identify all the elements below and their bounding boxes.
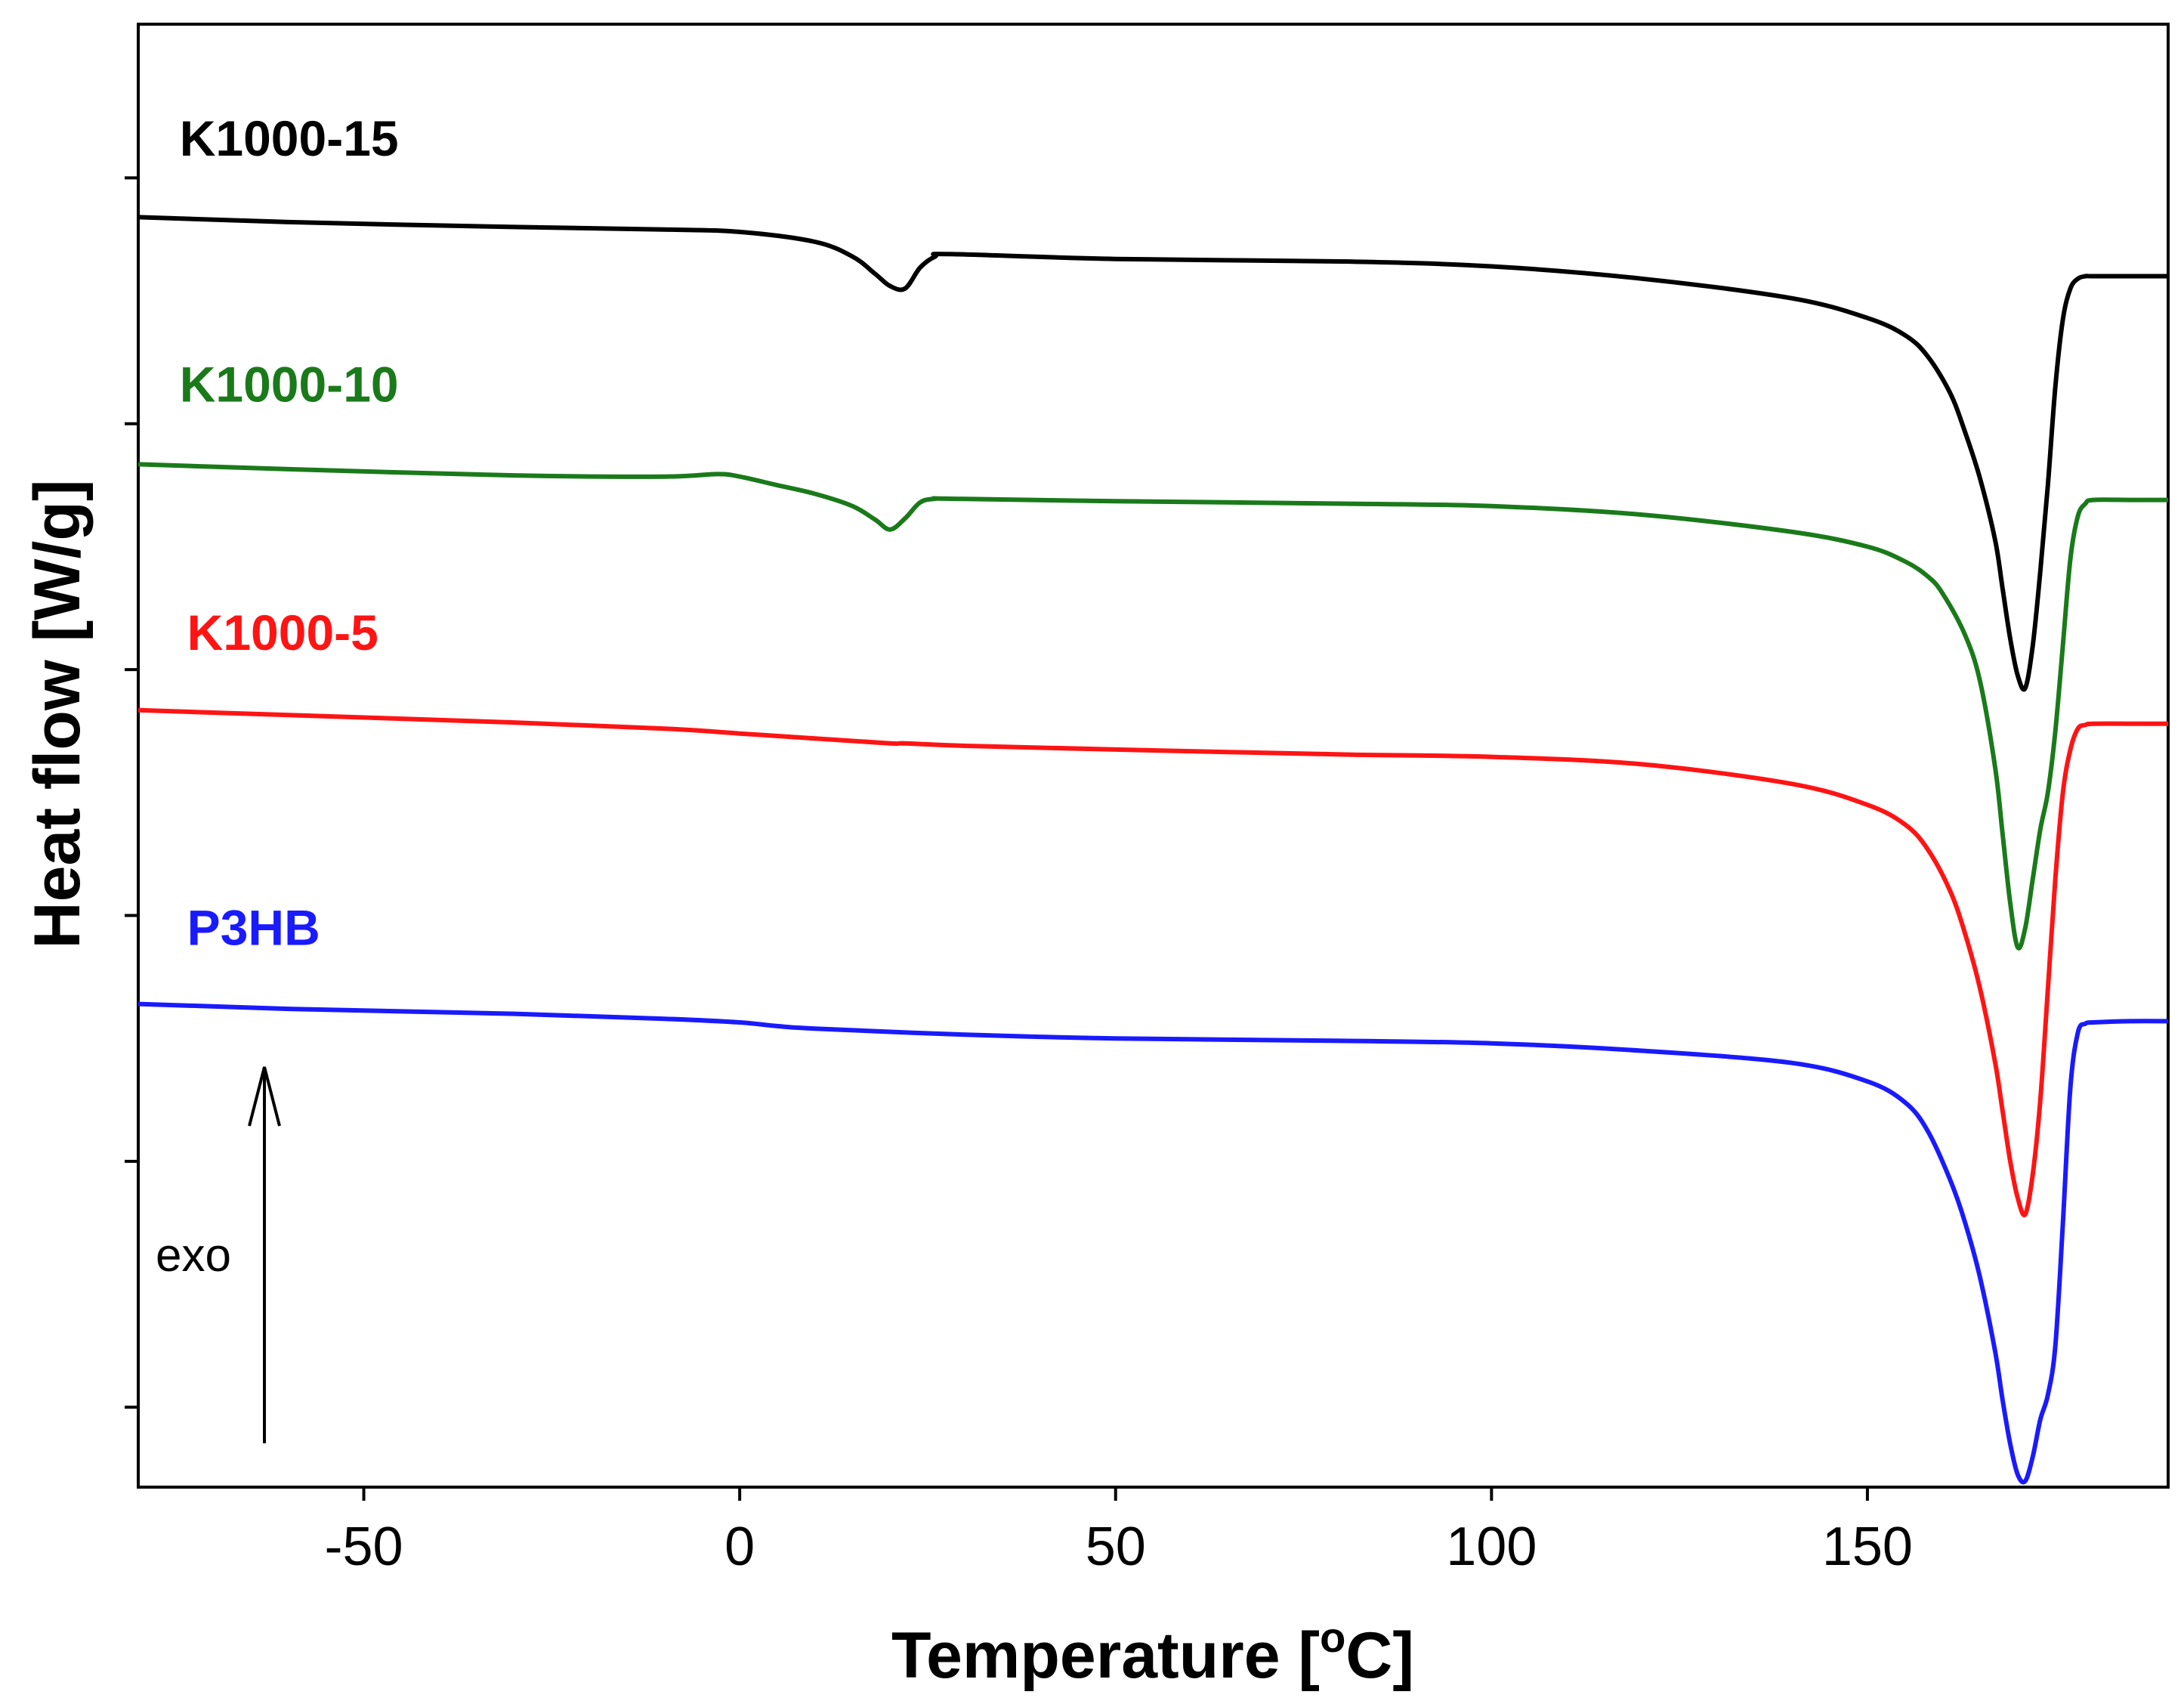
y-axis-title: Heat flow [W/g] — [21, 479, 94, 948]
series-line-2 — [137, 707, 2168, 1217]
x-axis-title-superscript: o — [1320, 1613, 1345, 1661]
x-axis-title-unit: C] — [1345, 1619, 1414, 1692]
series-label-1: K1000-10 — [180, 356, 399, 412]
x-tick-label-2: 50 — [1086, 1517, 1146, 1577]
series-line-1 — [137, 462, 2168, 951]
series-line-0 — [137, 215, 2168, 692]
series-label-2: K1000-5 — [187, 605, 378, 660]
series-lines — [137, 215, 2169, 1485]
series-label-0: K1000-15 — [180, 110, 399, 166]
series-labels: K1000-15 K1000-10 K1000-5 P3HB — [180, 110, 399, 955]
exo-annotation: exo — [156, 1229, 231, 1282]
x-tick-label-3: 100 — [1446, 1517, 1537, 1577]
exo-arrow-head — [248, 1066, 281, 1127]
plot-frame — [137, 23, 2170, 1489]
x-tick-label-1: 0 — [724, 1517, 755, 1577]
y-axis-ticks — [125, 176, 138, 1409]
x-tick-label-0: -50 — [325, 1517, 403, 1577]
x-axis-ticks: -50 0 50 100 150 — [325, 1487, 1913, 1577]
x-axis-title-main: Temperature [ — [891, 1619, 1320, 1692]
x-axis-title: Temperature [oC] — [891, 1613, 1414, 1692]
series-line-3 — [137, 1001, 2169, 1485]
series-label-3: P3HB — [187, 900, 320, 956]
x-tick-label-4: 150 — [1822, 1517, 1913, 1577]
